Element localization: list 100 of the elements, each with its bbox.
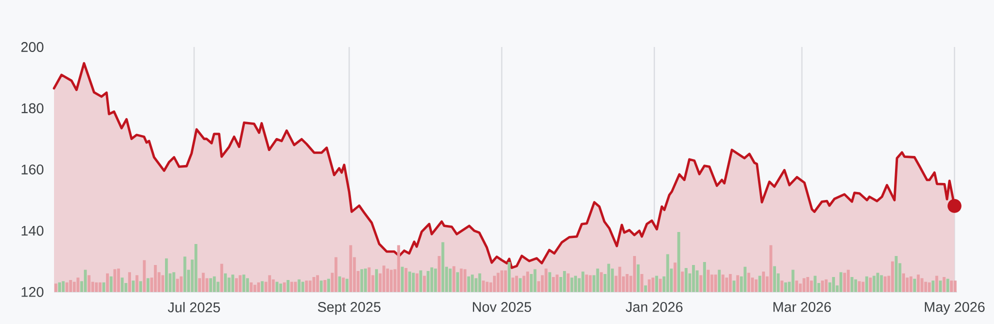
x-tick-label: Jan 2026	[626, 302, 683, 312]
bar	[224, 273, 227, 292]
bar	[268, 275, 272, 292]
bar	[308, 280, 312, 292]
bar	[556, 274, 559, 292]
bar	[821, 280, 824, 292]
bar	[139, 281, 142, 292]
bar	[814, 276, 817, 292]
bar	[235, 278, 238, 292]
y-tick-label: 120	[22, 287, 44, 297]
bar	[88, 275, 90, 292]
bar	[891, 261, 894, 292]
bar	[113, 269, 116, 292]
bar	[364, 268, 367, 292]
bar	[633, 256, 636, 292]
bar	[441, 242, 444, 292]
bar	[692, 264, 695, 292]
bar	[323, 280, 326, 292]
bar	[902, 273, 905, 292]
bar	[850, 276, 854, 292]
bar	[744, 266, 747, 292]
y-tick-label: 200	[21, 42, 44, 52]
bar	[176, 278, 179, 292]
bar	[913, 278, 916, 292]
bar	[456, 272, 460, 292]
bar	[515, 276, 518, 292]
bar	[795, 280, 798, 292]
bar	[117, 268, 120, 292]
bar	[600, 272, 603, 292]
x-tick-label: Nov 2025	[472, 302, 532, 312]
bar	[570, 278, 574, 292]
bar	[574, 276, 577, 292]
bar	[754, 279, 758, 292]
bar	[128, 272, 132, 292]
y-tick-label: 180	[22, 103, 44, 114]
bar	[496, 272, 500, 292]
bar	[238, 275, 242, 292]
bar	[732, 280, 736, 292]
bar	[792, 270, 794, 292]
bar	[824, 279, 828, 292]
bar	[106, 273, 109, 292]
bar	[98, 282, 102, 292]
bar	[954, 280, 957, 292]
bar	[54, 284, 58, 292]
bar	[327, 278, 330, 292]
bar	[382, 266, 386, 292]
bar	[110, 276, 113, 292]
bar	[920, 278, 924, 292]
bar	[674, 262, 676, 292]
bar	[164, 258, 168, 292]
bar	[699, 275, 702, 292]
bar	[644, 285, 648, 292]
bar	[932, 280, 934, 292]
bar	[452, 266, 456, 292]
bar	[94, 282, 98, 292]
bar	[257, 282, 260, 292]
bar	[276, 282, 278, 292]
bar	[305, 280, 308, 292]
bar	[862, 282, 864, 292]
bar	[470, 274, 474, 292]
bar	[426, 270, 430, 292]
bar	[728, 274, 732, 292]
bar	[552, 276, 555, 292]
bar	[334, 257, 338, 292]
bar	[762, 272, 765, 292]
bar	[500, 270, 504, 292]
bar	[832, 276, 835, 292]
bar	[298, 279, 301, 292]
bar	[655, 276, 658, 292]
bar	[802, 278, 806, 292]
bar	[228, 278, 231, 292]
bar	[416, 273, 418, 292]
bar	[924, 282, 928, 292]
bar	[544, 268, 548, 292]
bar	[839, 272, 842, 292]
bar	[408, 272, 412, 292]
bar	[938, 280, 942, 292]
bar	[386, 268, 390, 292]
bar	[880, 275, 883, 292]
bar	[482, 280, 485, 292]
bar	[242, 274, 246, 292]
bar	[209, 278, 212, 292]
x-tick-label: Jul 2025	[168, 302, 220, 312]
bar	[928, 282, 931, 292]
bar	[294, 282, 297, 292]
bar	[722, 274, 724, 292]
bar	[773, 266, 776, 292]
bar	[272, 279, 275, 292]
bar	[282, 282, 286, 292]
bar	[784, 282, 788, 292]
bar	[146, 278, 150, 292]
x-tick-label: May 2026	[924, 302, 985, 315]
bar	[684, 268, 688, 292]
x-tick-label: Mar 2026	[773, 302, 831, 312]
bar	[868, 278, 872, 292]
bar	[526, 272, 530, 292]
bar	[858, 281, 861, 292]
bar	[467, 276, 470, 292]
bar	[486, 282, 489, 292]
bar	[342, 278, 345, 292]
